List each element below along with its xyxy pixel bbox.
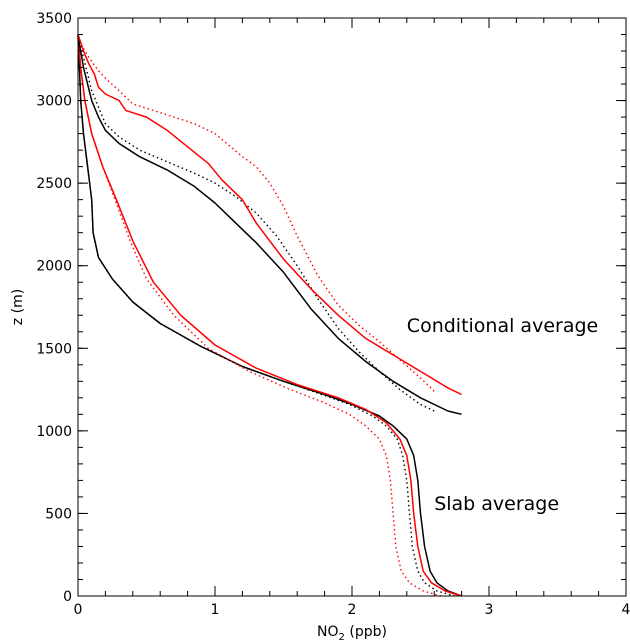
y-tick-label: 0 (63, 589, 72, 605)
x-tick-label: 2 (348, 602, 357, 618)
y-tick-label: 3000 (36, 94, 72, 110)
annotation-slab-average: Slab average (434, 493, 559, 515)
y-tick-label: 2000 (36, 259, 72, 275)
series-line-slab-black-solid (77, 34, 462, 597)
ticks-layer: 0 1 2 3 4 0 500 1000 1500 2000 2500 3000 3500 (36, 11, 630, 618)
y-axis-label: z (m) (10, 289, 26, 325)
series-line-slab-black-dotted (77, 34, 455, 597)
series-line-conditional-black-solid (77, 37, 462, 416)
y-tick-label: 3500 (36, 11, 72, 27)
series-line-slab-red-solid (77, 34, 462, 597)
annotation-conditional-average: Conditional average (407, 315, 598, 337)
series-line-conditional-red-dotted (77, 34, 435, 392)
series-layer (77, 34, 462, 597)
series-line-conditional-black-dotted (77, 34, 435, 412)
x-tick-label: 1 (211, 602, 220, 618)
x-tick-label: 0 (74, 602, 83, 618)
x-tick-label: 4 (622, 602, 630, 618)
y-tick-label: 2500 (36, 176, 72, 192)
y-tick-label: 500 (45, 506, 72, 522)
y-tick-label: 1000 (36, 424, 72, 440)
series-line-slab-red-dotted (77, 34, 442, 597)
series-line-conditional-red-solid (77, 34, 462, 396)
y-tick-label: 1500 (36, 341, 72, 357)
x-tick-label: 3 (485, 602, 494, 618)
x-axis-label: NO2 (ppb) (317, 624, 387, 640)
